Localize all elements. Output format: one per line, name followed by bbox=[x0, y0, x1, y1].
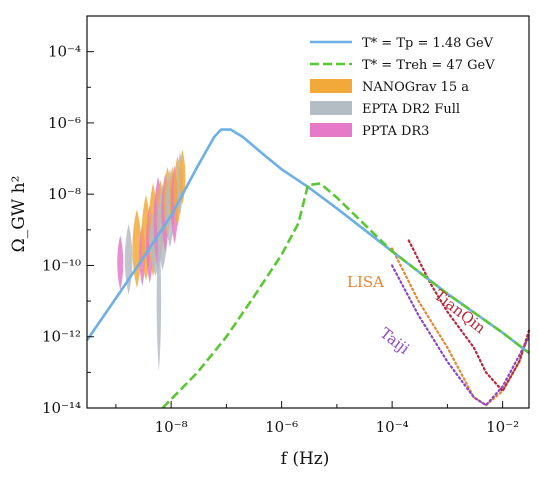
pta-violins-layer bbox=[117, 149, 186, 372]
sensitivity-curve-tianqin bbox=[407, 239, 531, 393]
y-tick-label: 10⁻⁶ bbox=[48, 114, 81, 132]
detector-label: LISA bbox=[347, 273, 384, 291]
legend-entry: PPTA DR3 bbox=[362, 124, 429, 139]
legend-entry: NANOGrav 15 a bbox=[362, 80, 469, 95]
y-tick-label: 10⁻¹² bbox=[42, 328, 81, 346]
x-tick-label: 10⁻² bbox=[486, 418, 519, 436]
y-tick-label: 10⁻⁴ bbox=[48, 43, 81, 61]
legend-entry: T* = Treh = 47 GeV bbox=[362, 58, 495, 73]
x-tick-label: 10⁻⁸ bbox=[155, 418, 188, 436]
pta-violin bbox=[156, 230, 162, 372]
pta-violin bbox=[117, 235, 124, 291]
y-tick-label: 10⁻⁸ bbox=[48, 185, 81, 203]
legend-swatch bbox=[310, 101, 352, 115]
plot-frame bbox=[86, 15, 530, 409]
legend-swatch bbox=[310, 123, 352, 137]
legend-entry: EPTA DR2 Full bbox=[362, 102, 460, 117]
series-line-1 bbox=[161, 182, 530, 409]
x-tick-label: 10⁻⁶ bbox=[265, 418, 298, 436]
pta-violin bbox=[132, 209, 142, 288]
legend: T* = Tp = 1.48 GeV T* = Treh = 47 GeV NANO… bbox=[310, 36, 495, 139]
y-axis-label: Ω_GW h² bbox=[9, 176, 29, 253]
y-tick-label: 10⁻¹⁰ bbox=[42, 256, 81, 274]
legend-swatch bbox=[310, 79, 352, 93]
y-tick-label: 10⁻¹⁴ bbox=[42, 399, 81, 417]
x-tick-label: 10⁻⁴ bbox=[376, 418, 409, 436]
x-axis-label: f (Hz) bbox=[281, 449, 330, 469]
curves-layer bbox=[85, 128, 531, 409]
sensitivity-curve-taiji bbox=[391, 264, 531, 407]
legend-entry: T* = Tp = 1.48 GeV bbox=[362, 36, 494, 51]
axes-layer: 10⁻⁸ 10⁻⁶ 10⁻⁴ 10⁻² 10⁻¹⁴ 10⁻¹² 10⁻¹⁰ 10⁻⁸ 10⁻⁶ 1… bbox=[42, 15, 519, 436]
detector-label: Taiji bbox=[377, 324, 413, 358]
